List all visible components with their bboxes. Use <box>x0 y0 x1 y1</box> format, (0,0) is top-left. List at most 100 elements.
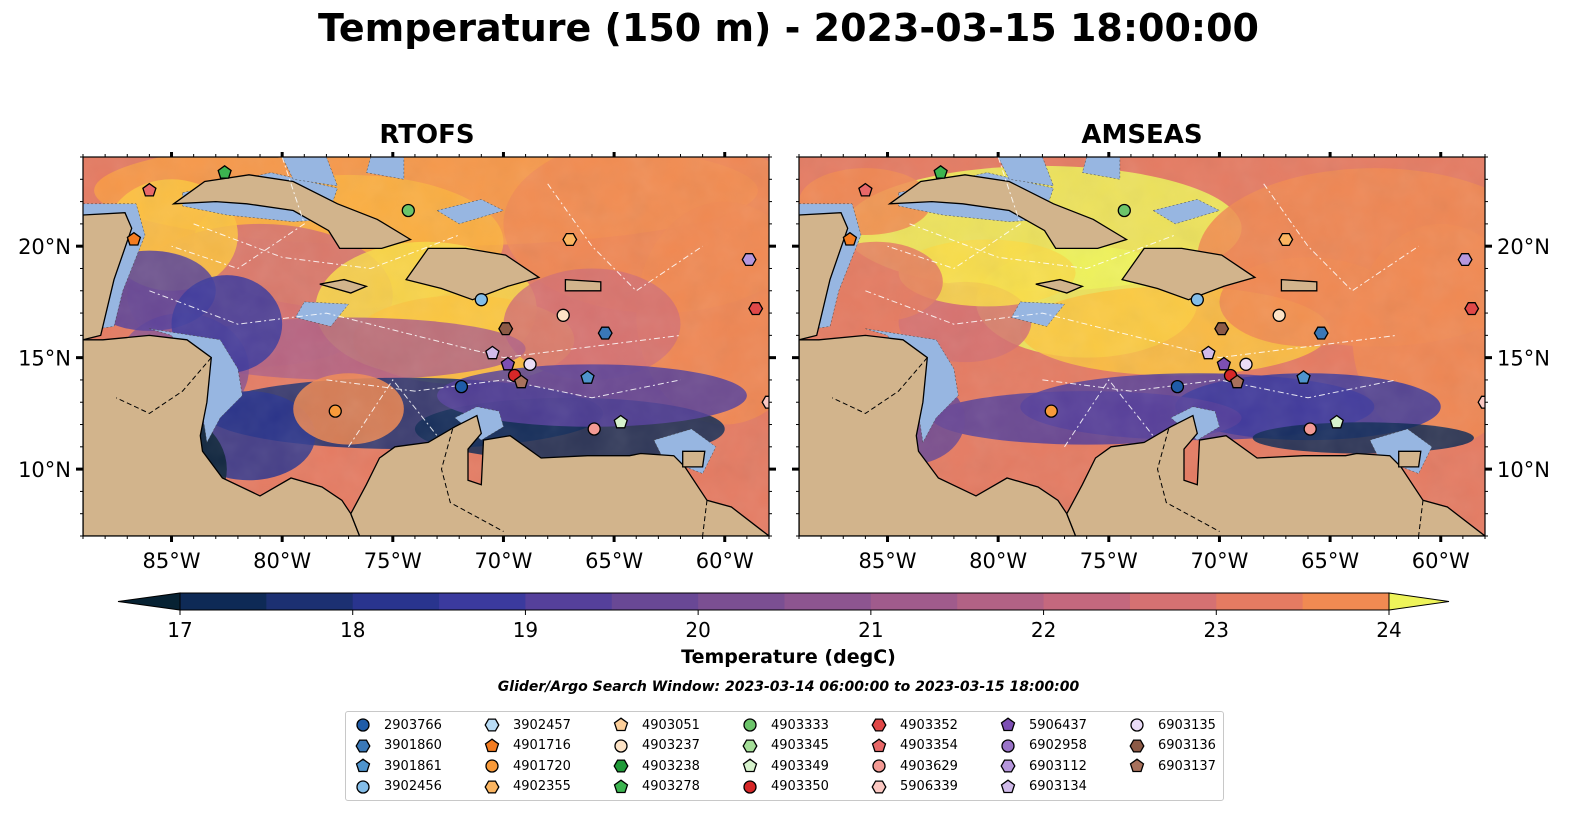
boundary-line <box>326 379 681 399</box>
colorbar-tick-label: 17 <box>167 618 192 642</box>
country-border <box>440 428 504 532</box>
platform-4903352-marker <box>748 302 764 316</box>
legend-label: 4903352 <box>900 717 958 733</box>
land-trinidad <box>682 450 706 468</box>
legend-item-4903237: 4903237 <box>612 736 700 756</box>
legend-pentagon-marker <box>871 737 887 752</box>
shallow-water <box>865 328 959 444</box>
legend-label: 3901860 <box>384 738 442 753</box>
country-border <box>702 500 708 536</box>
legend-circle-marker <box>356 718 370 732</box>
legend-pentagon-marker-shape <box>613 717 629 732</box>
legend-hexagon-marker-shape <box>871 779 887 794</box>
legend-item-4903278: 4903278 <box>612 777 700 797</box>
platform-4903278-marker <box>217 164 232 179</box>
colorbar-bin <box>439 593 526 610</box>
colorbar: 17 18 19 20 21 22 23 24 <box>117 592 1450 642</box>
lon-tick-label: 80°W <box>969 549 1027 573</box>
shallow-water <box>365 157 405 180</box>
legend-label: 5906339 <box>900 779 958 794</box>
legend-pentagon-marker <box>484 737 500 752</box>
land-cuba <box>171 174 413 250</box>
legend-circle-marker <box>1130 718 1144 732</box>
legend-circle-marker-shape <box>743 779 757 794</box>
lat-tick-label: 10°N <box>18 458 71 482</box>
legend-label: 6903134 <box>1029 779 1087 794</box>
colorbar-extend-low <box>117 592 181 611</box>
legend-label: 2903766 <box>384 717 442 733</box>
platform-4901720-marker <box>1044 404 1058 418</box>
legend-label: 4903051 <box>642 717 700 733</box>
lat-tick-label: 15°N <box>18 347 71 371</box>
land-yucatan <box>799 212 849 341</box>
boundary-line <box>1064 379 1154 448</box>
legend-label: 4903238 <box>642 758 700 774</box>
legend-pentagon-marker-shape <box>613 778 629 793</box>
legend-item-3902456: 3902456 <box>354 777 442 797</box>
legend-item-4903354: 4903354 <box>870 736 958 756</box>
legend-pentagon-marker-shape <box>355 758 371 773</box>
boundary-line <box>865 290 1397 359</box>
platform-4903352-marker <box>1464 302 1480 316</box>
map-frame <box>82 156 770 537</box>
legend-circle-marker-shape <box>872 759 886 773</box>
legend-item-5906437: 5906437 <box>999 715 1087 735</box>
platform-6903135-marker <box>523 357 537 371</box>
legend-item-6903137: 6903137 <box>1128 756 1216 776</box>
land-trinidad <box>1398 450 1422 468</box>
legend-pentagon-marker-shape <box>1129 758 1145 773</box>
legend-item-2903766: 2903766 <box>354 715 442 735</box>
legend-hexagon-marker-shape <box>484 779 500 794</box>
platform-6903134-marker <box>1201 345 1216 360</box>
platform-3901860-marker <box>597 326 613 340</box>
legend-pentagon-marker-shape <box>871 737 887 752</box>
colorbar-bin <box>611 593 699 610</box>
colorbar-frame <box>179 592 1390 611</box>
legend-item-4903345: 4903345 <box>741 736 829 756</box>
colorbar-bin <box>870 593 958 610</box>
legend-item-4903352: 4903352 <box>870 715 958 735</box>
lat-tick-label: 10°N <box>1497 458 1550 482</box>
land-hispaniola <box>1121 247 1257 301</box>
figure-title: Temperature (150 m) - 2023-03-15 18:00:0… <box>317 6 1259 50</box>
legend-circle-marker <box>743 718 757 732</box>
land-puertorico <box>1280 278 1318 292</box>
legend-item-4902355: 4902355 <box>483 777 571 797</box>
legend-item-3901860: 3901860 <box>354 736 442 756</box>
lon-tick-label: 85°W <box>143 549 201 573</box>
legend-circle-marker <box>485 759 499 773</box>
shallow-water <box>997 157 1054 187</box>
colorbar-tick-label: 20 <box>685 618 710 642</box>
shallow-water <box>281 157 338 187</box>
legend-label: 4902355 <box>513 779 571 794</box>
legend-label: 4903278 <box>642 779 700 794</box>
legend-hexagon-marker <box>1129 738 1145 753</box>
legend-circle-marker <box>356 779 370 794</box>
legend-pentagon-marker-shape <box>484 737 500 752</box>
legend-item-4903333: 4903333 <box>741 715 829 735</box>
lat-tick-label: 15°N <box>1497 347 1550 371</box>
colorbar-tick-label: 22 <box>1031 618 1056 642</box>
lon-tick-label: 70°W <box>1190 549 1248 573</box>
land-floridaTip <box>237 157 279 158</box>
land-jamaica <box>319 278 369 294</box>
platform-6903135-marker <box>1239 357 1253 371</box>
lat-tick-label: 20°N <box>18 235 71 259</box>
legend-label: 3902456 <box>384 779 442 794</box>
colorbar-bin <box>525 593 613 610</box>
platform-5906339-marker <box>1477 395 1485 409</box>
panel-title-rtofs: RTOFS <box>379 120 475 150</box>
colorbar-tick-label: 24 <box>1376 618 1401 642</box>
legend-label: 4901720 <box>513 758 571 774</box>
legend-hexagon-marker <box>1000 759 1016 773</box>
platform-2903766-marker <box>1170 379 1185 394</box>
lon-tick-label: 60°W <box>696 549 754 573</box>
legend-hexagon-marker <box>742 738 758 753</box>
legend-hexagon-marker <box>484 718 500 732</box>
legend-circle-marker <box>1001 738 1015 753</box>
platform-4903333-marker <box>1117 203 1131 218</box>
land-hispaniola <box>405 247 541 301</box>
platform-3902456-marker <box>1190 293 1204 307</box>
legend-pentagon-marker-shape <box>1000 717 1016 732</box>
legend-hexagon-marker-shape <box>355 738 371 753</box>
